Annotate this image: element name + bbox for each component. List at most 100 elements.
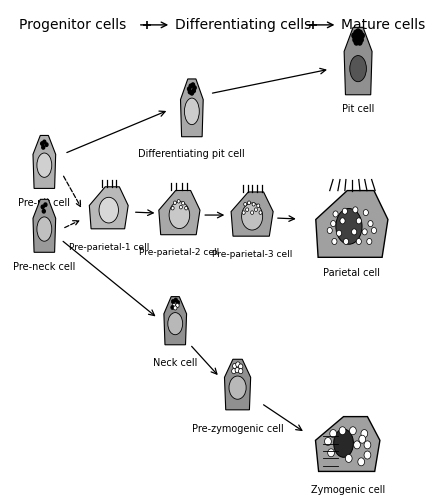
Polygon shape xyxy=(180,79,203,136)
Circle shape xyxy=(330,430,336,438)
Circle shape xyxy=(232,364,237,368)
Circle shape xyxy=(368,220,373,226)
Circle shape xyxy=(362,229,367,235)
Circle shape xyxy=(171,206,174,210)
Circle shape xyxy=(259,211,262,214)
Circle shape xyxy=(257,204,260,208)
Polygon shape xyxy=(231,192,273,236)
Circle shape xyxy=(41,205,44,208)
Text: Mature cells: Mature cells xyxy=(342,18,426,32)
Circle shape xyxy=(177,200,180,203)
Circle shape xyxy=(235,368,240,372)
Ellipse shape xyxy=(350,56,366,82)
Circle shape xyxy=(251,211,254,214)
Circle shape xyxy=(359,37,363,43)
Circle shape xyxy=(44,203,47,206)
Circle shape xyxy=(352,229,357,235)
Circle shape xyxy=(328,449,335,457)
Ellipse shape xyxy=(37,217,52,241)
Circle shape xyxy=(242,211,245,214)
Circle shape xyxy=(252,202,255,206)
Circle shape xyxy=(42,146,45,149)
Circle shape xyxy=(236,362,240,367)
Circle shape xyxy=(246,208,249,212)
Ellipse shape xyxy=(169,202,190,228)
Ellipse shape xyxy=(242,203,263,230)
Circle shape xyxy=(42,210,45,213)
Circle shape xyxy=(239,364,243,369)
Circle shape xyxy=(175,304,179,308)
Text: Parietal cell: Parietal cell xyxy=(324,268,381,278)
Polygon shape xyxy=(344,28,372,95)
Circle shape xyxy=(359,435,366,443)
Polygon shape xyxy=(33,136,56,188)
Circle shape xyxy=(172,304,176,308)
Circle shape xyxy=(354,30,358,36)
Circle shape xyxy=(176,300,180,304)
Text: Pre-zymogenic cell: Pre-zymogenic cell xyxy=(192,424,283,434)
Text: Differentiating cells: Differentiating cells xyxy=(175,18,312,32)
Circle shape xyxy=(333,211,338,217)
Circle shape xyxy=(340,218,345,224)
Text: Differentiating pit cell: Differentiating pit cell xyxy=(138,148,245,158)
Circle shape xyxy=(187,87,191,91)
Text: Pre-neck cell: Pre-neck cell xyxy=(13,262,76,272)
Circle shape xyxy=(232,368,236,374)
Ellipse shape xyxy=(229,376,246,400)
Circle shape xyxy=(354,40,358,45)
Circle shape xyxy=(345,454,352,462)
Text: Pit cell: Pit cell xyxy=(342,104,374,115)
Circle shape xyxy=(355,35,359,40)
Text: Progenitor cells: Progenitor cells xyxy=(19,18,127,32)
Circle shape xyxy=(191,83,194,87)
Circle shape xyxy=(350,426,356,434)
Circle shape xyxy=(336,230,342,236)
Circle shape xyxy=(357,35,361,40)
Circle shape xyxy=(324,438,332,446)
Circle shape xyxy=(171,300,175,304)
Circle shape xyxy=(179,206,183,209)
Polygon shape xyxy=(33,200,56,252)
Circle shape xyxy=(332,238,337,244)
Circle shape xyxy=(371,228,377,234)
Ellipse shape xyxy=(99,198,118,223)
Circle shape xyxy=(356,218,362,224)
Circle shape xyxy=(364,441,371,449)
Circle shape xyxy=(188,90,191,94)
Text: Pre-pit cell: Pre-pit cell xyxy=(18,198,70,208)
Circle shape xyxy=(190,91,194,95)
Circle shape xyxy=(342,208,347,214)
Polygon shape xyxy=(89,187,128,229)
Circle shape xyxy=(174,298,178,302)
Circle shape xyxy=(173,201,176,204)
Circle shape xyxy=(192,89,195,92)
Ellipse shape xyxy=(334,429,354,458)
Text: Neck cell: Neck cell xyxy=(153,358,198,368)
Text: Pre-parietal-3 cell: Pre-parietal-3 cell xyxy=(212,250,292,259)
Circle shape xyxy=(358,30,362,36)
Circle shape xyxy=(185,206,187,210)
Circle shape xyxy=(255,208,258,212)
Ellipse shape xyxy=(37,153,52,178)
Circle shape xyxy=(43,140,46,143)
Circle shape xyxy=(363,210,368,216)
Circle shape xyxy=(367,238,372,244)
Circle shape xyxy=(354,441,360,449)
Circle shape xyxy=(173,306,177,310)
Circle shape xyxy=(360,33,364,38)
Circle shape xyxy=(356,238,362,244)
Circle shape xyxy=(41,142,44,146)
Circle shape xyxy=(327,228,332,234)
Polygon shape xyxy=(316,416,380,472)
Circle shape xyxy=(45,143,48,146)
Polygon shape xyxy=(225,360,251,410)
Polygon shape xyxy=(316,190,388,258)
Circle shape xyxy=(361,430,368,438)
Circle shape xyxy=(358,458,365,466)
Circle shape xyxy=(356,29,360,34)
Circle shape xyxy=(339,426,346,434)
Circle shape xyxy=(353,207,358,213)
Circle shape xyxy=(248,201,251,204)
Circle shape xyxy=(331,220,336,226)
Polygon shape xyxy=(159,190,200,234)
